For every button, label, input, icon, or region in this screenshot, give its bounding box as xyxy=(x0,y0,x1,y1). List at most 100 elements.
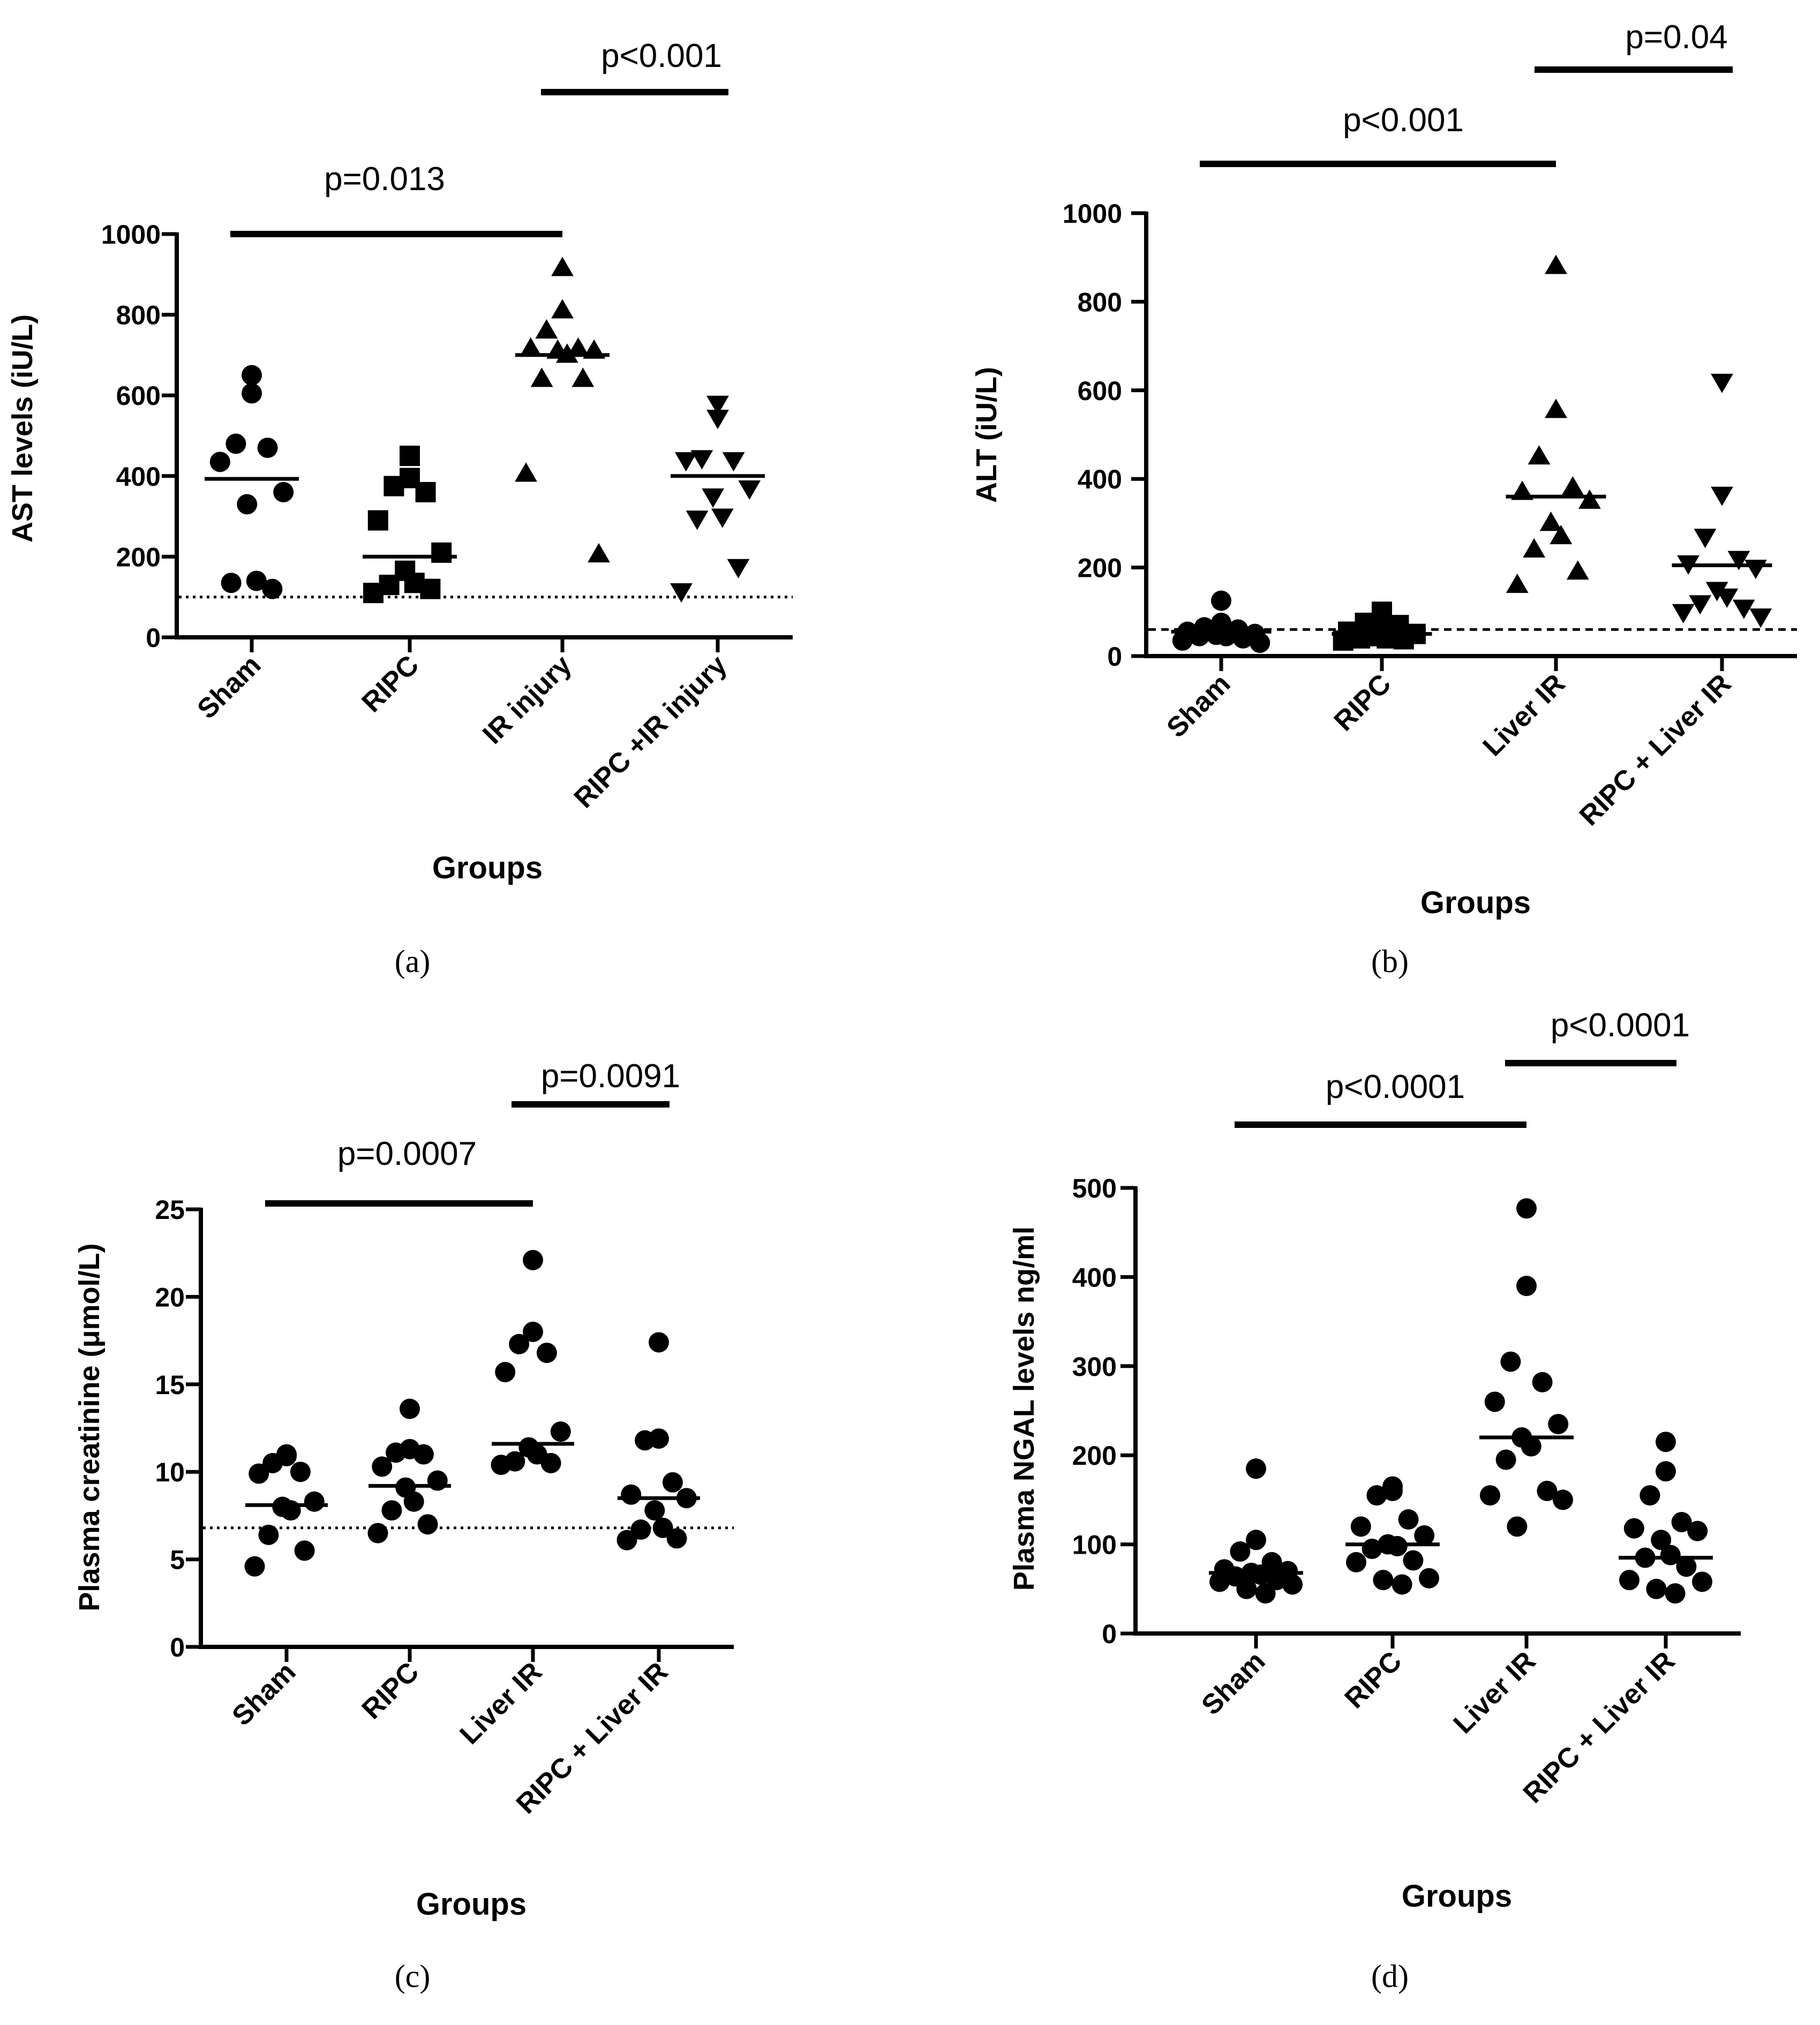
y-tick-label: 1000 xyxy=(1063,199,1122,229)
data-point xyxy=(1419,1568,1439,1589)
data-point xyxy=(1694,529,1717,548)
y-tick-label: 100 xyxy=(1072,1530,1117,1560)
p-value-label: p=0.013 xyxy=(324,161,445,198)
data-point xyxy=(1500,1351,1521,1372)
data-point xyxy=(290,1462,311,1482)
data-point xyxy=(381,1500,402,1521)
data-point xyxy=(225,433,246,454)
y-axis-label: AST levels (iU/L) xyxy=(6,314,39,543)
data-point xyxy=(550,1421,571,1442)
y-tick-label: 200 xyxy=(116,542,161,572)
data-point xyxy=(1566,560,1589,580)
x-axis-title: Groups xyxy=(432,850,543,885)
series-ripc-liver-ir xyxy=(1619,1432,1713,1604)
data-point xyxy=(706,410,729,430)
data-point xyxy=(523,1249,543,1270)
panel-caption: (b) xyxy=(1371,944,1409,979)
x-axis-title: Groups xyxy=(416,1887,527,1922)
series-sham xyxy=(205,365,299,599)
x-tick-label: RIPC + Liver IR xyxy=(1574,668,1738,832)
p-value-label: p=0.0007 xyxy=(337,1135,477,1172)
x-tick-label: Sham xyxy=(1161,668,1236,743)
series-liver-ir xyxy=(1479,1198,1574,1537)
data-point xyxy=(363,583,383,604)
data-point xyxy=(1414,1525,1435,1546)
data-point xyxy=(536,1342,557,1363)
data-point xyxy=(1619,1570,1639,1591)
panel-caption: (d) xyxy=(1371,1959,1409,1994)
data-point xyxy=(367,1523,388,1544)
data-point xyxy=(221,573,242,593)
data-point xyxy=(540,1452,561,1473)
data-point xyxy=(1732,599,1755,619)
series-ripc xyxy=(1345,1476,1440,1595)
data-point xyxy=(367,510,388,531)
x-tick-label: RIPC xyxy=(1339,1645,1408,1714)
data-point xyxy=(1687,1520,1708,1541)
data-point xyxy=(1665,1583,1686,1604)
data-point xyxy=(413,1444,434,1465)
data-point xyxy=(415,481,436,502)
data-point xyxy=(1578,489,1601,509)
y-axis-label: ALT (iU/L) xyxy=(971,367,1003,503)
y-tick-label: 0 xyxy=(146,623,161,653)
data-point xyxy=(1366,1485,1387,1506)
data-point xyxy=(431,542,452,563)
data-point xyxy=(1716,588,1739,608)
data-point xyxy=(690,450,713,470)
y-tick-label: 400 xyxy=(1078,464,1122,494)
data-point xyxy=(246,570,267,591)
p-value-label: p=0.04 xyxy=(1625,19,1727,56)
data-point xyxy=(1282,1574,1303,1595)
series-sham xyxy=(1171,590,1272,653)
data-point xyxy=(1382,1480,1403,1501)
data-point xyxy=(417,1514,438,1535)
data-point xyxy=(495,1361,516,1382)
data-point xyxy=(1561,476,1584,496)
x-tick-label: Sham xyxy=(1195,1645,1271,1721)
data-point xyxy=(711,508,734,528)
data-point xyxy=(242,383,262,404)
data-point xyxy=(1506,574,1529,593)
data-point xyxy=(530,367,553,387)
data-point xyxy=(1211,590,1231,611)
y-tick-label: 400 xyxy=(116,462,161,492)
data-point xyxy=(519,337,542,357)
series-ripc-ir-injury xyxy=(670,395,765,603)
y-axis-label: Plasma NGAL levels ng/ml xyxy=(1008,1226,1040,1591)
data-point xyxy=(555,343,578,363)
x-tick-label: RIPC + Liver IR xyxy=(1517,1645,1681,1809)
data-point xyxy=(1749,608,1772,628)
data-point xyxy=(1403,1550,1424,1571)
data-point xyxy=(386,1442,407,1463)
data-point xyxy=(1250,633,1270,653)
x-axis-title: Groups xyxy=(1402,1879,1512,1914)
y-axis-label: Plasma creatinine (μmol/L) xyxy=(73,1243,106,1611)
data-point xyxy=(621,1484,642,1505)
data-point xyxy=(249,1463,269,1484)
data-point xyxy=(1676,1556,1697,1577)
data-point xyxy=(1346,1552,1366,1572)
data-point xyxy=(1553,1489,1573,1510)
data-point xyxy=(1548,1413,1569,1434)
data-point xyxy=(1528,445,1551,465)
data-point xyxy=(1236,1578,1257,1599)
data-point xyxy=(1523,538,1546,558)
y-tick-label: 800 xyxy=(1078,287,1122,317)
data-point xyxy=(509,1334,530,1354)
x-tick-label: RIPC xyxy=(1328,668,1397,737)
data-point xyxy=(400,1398,420,1419)
p-value-label: p<0.001 xyxy=(601,37,722,74)
data-point xyxy=(666,1528,687,1549)
data-point xyxy=(706,395,729,415)
data-point xyxy=(1246,1530,1266,1550)
data-point xyxy=(1516,1276,1537,1297)
data-point xyxy=(403,1491,424,1512)
data-point xyxy=(515,462,537,482)
data-point xyxy=(571,367,595,387)
data-point xyxy=(702,488,725,508)
y-tick-label: 10 xyxy=(155,1457,185,1487)
data-point xyxy=(1521,1436,1541,1457)
data-point xyxy=(1705,582,1728,601)
